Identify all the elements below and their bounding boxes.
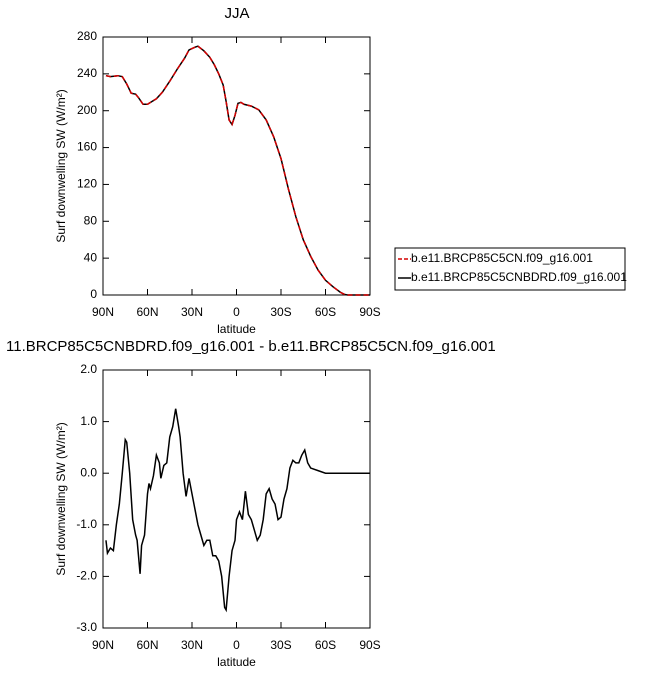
x-tick-label: 90N xyxy=(92,305,114,319)
y-tick-label: 280 xyxy=(77,29,97,43)
y-tick-label: 240 xyxy=(77,66,97,80)
y-tick-label: 120 xyxy=(77,177,97,191)
y-tick-label: 1.0 xyxy=(80,414,97,428)
y-axis-label: Surf downwelling SW (W/m²) xyxy=(54,422,68,575)
chart-panel: 11.BRCP85C5CNBDRD.f09_g16.001 - b.e11.BR… xyxy=(6,338,496,669)
x-tick-label: 0 xyxy=(233,305,240,319)
data-line xyxy=(105,45,370,296)
y-tick-label: 40 xyxy=(84,250,98,264)
chart-title: JJA xyxy=(224,5,249,22)
x-tick-label: 90S xyxy=(359,638,380,652)
x-tick-label: 30N xyxy=(181,638,203,652)
x-tick-label: 30S xyxy=(270,305,291,319)
y-tick-label: 80 xyxy=(84,213,98,227)
x-tick-label: 90S xyxy=(359,305,380,319)
y-tick-label: 0.0 xyxy=(80,465,97,479)
x-tick-label: 60S xyxy=(315,638,336,652)
legend-box xyxy=(394,247,626,291)
x-axis-label: latitude xyxy=(217,322,256,336)
chart-title: 11.BRCP85C5CNBDRD.f09_g16.001 - b.e11.BR… xyxy=(6,338,496,355)
x-tick-label: 0 xyxy=(233,638,240,652)
x-tick-label: 30N xyxy=(181,305,203,319)
y-axis-label: Surf downwelling SW (W/m²) xyxy=(54,89,68,242)
y-tick-label: 160 xyxy=(77,140,97,154)
x-axis-label: latitude xyxy=(217,655,256,669)
chart-panel: JJA 0 40 80 120 160 200 240 280 90N 60N 30N 0 30S 60S 9… xyxy=(54,5,627,336)
y-tick-label: 0 xyxy=(90,287,97,301)
y-tick-label: 200 xyxy=(77,103,97,117)
legend-label: b.e11.BRCP85C5CNBDRD.f09_g16.001 xyxy=(411,270,627,284)
x-tick-label: 60S xyxy=(315,305,336,319)
x-tick-label: 30S xyxy=(270,638,291,652)
x-tick-label: 90N xyxy=(92,638,114,652)
plot-frame xyxy=(102,369,371,629)
y-tick-label: -3.0 xyxy=(76,620,97,634)
data-line xyxy=(105,45,370,296)
x-tick-label: 60N xyxy=(136,305,158,319)
y-tick-label: -1.0 xyxy=(76,517,97,531)
x-tick-label: 60N xyxy=(136,638,158,652)
plot-frame xyxy=(102,36,371,296)
legend-label: b.e11.BRCP85C5CN.f09_g16.001 xyxy=(411,251,593,265)
y-tick-label: -2.0 xyxy=(76,569,97,583)
y-tick-label: 2.0 xyxy=(80,362,97,376)
data-line xyxy=(105,408,370,613)
